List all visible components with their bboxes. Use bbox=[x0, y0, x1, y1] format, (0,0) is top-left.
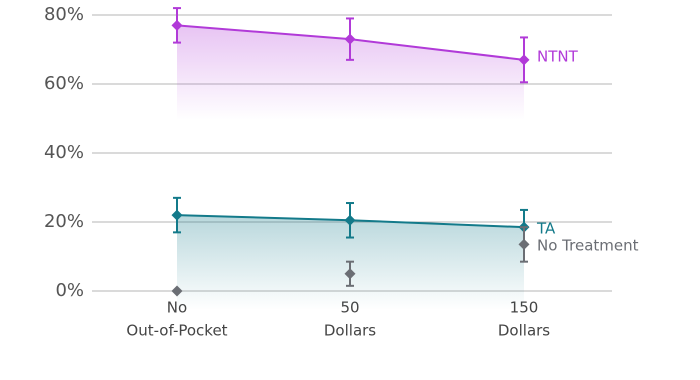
x-tick-label: Dollars bbox=[324, 322, 376, 340]
marker bbox=[518, 238, 530, 250]
marker bbox=[171, 209, 183, 221]
area bbox=[177, 25, 524, 121]
series-label: No Treatment bbox=[537, 237, 639, 255]
y-tick-label: 80% bbox=[44, 4, 84, 25]
x-tick-label: Dollars bbox=[498, 322, 550, 340]
series-label: TA bbox=[536, 220, 556, 238]
marker bbox=[344, 33, 356, 45]
y-tick-label: 0% bbox=[55, 280, 84, 301]
y-tick-label: 60% bbox=[44, 73, 84, 94]
marker bbox=[171, 285, 183, 297]
marker bbox=[171, 19, 183, 31]
marker bbox=[344, 268, 356, 280]
x-tick-label: Out-of-Pocket bbox=[126, 322, 227, 340]
y-tick-label: 40% bbox=[44, 142, 84, 163]
marker bbox=[344, 214, 356, 226]
y-tick-label: 20% bbox=[44, 211, 84, 232]
marker bbox=[518, 54, 530, 66]
series-label: NTNT bbox=[537, 48, 579, 66]
